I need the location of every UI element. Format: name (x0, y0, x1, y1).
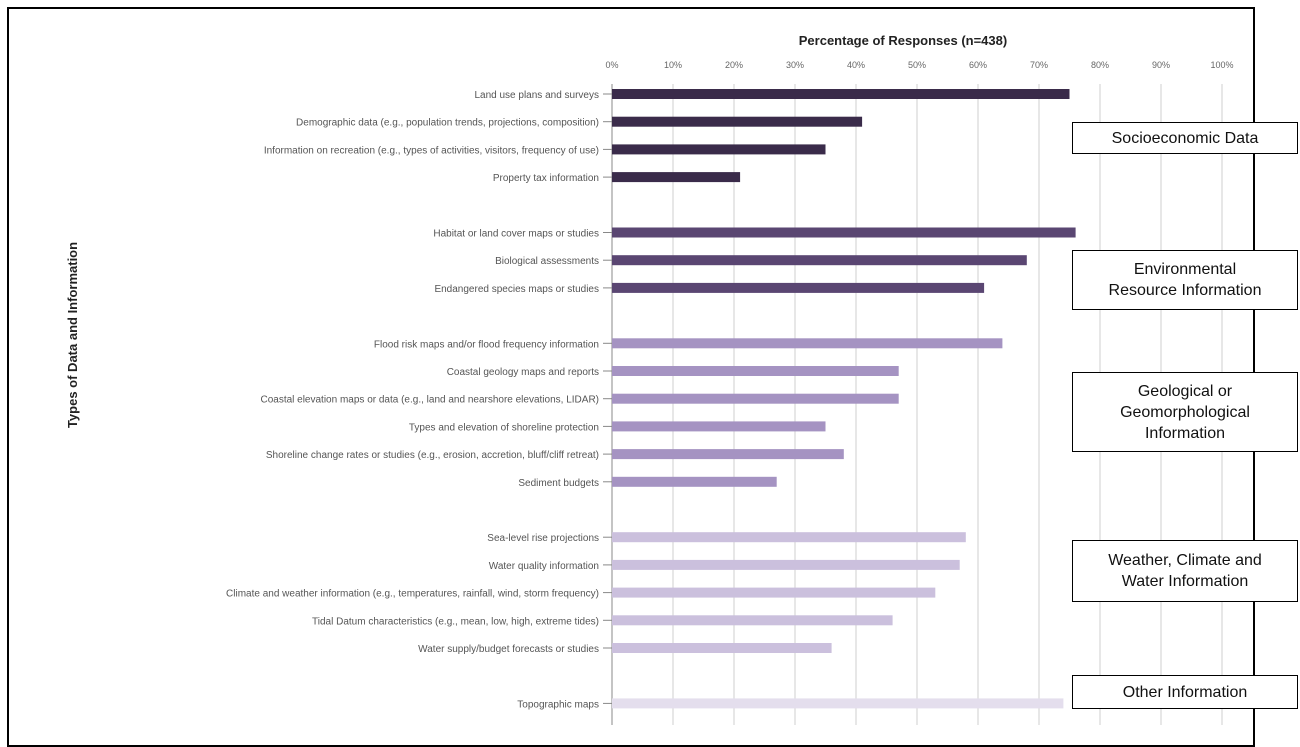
bar (612, 227, 1076, 238)
bar (612, 643, 832, 653)
bar-category-label: Land use plans and surveys (474, 90, 599, 101)
bar-category-label: Topographic maps (517, 699, 599, 710)
category-box: Environmental Resource Information (1072, 250, 1298, 310)
bar (612, 366, 899, 376)
bar-category-label: Water quality information (489, 561, 599, 572)
bar-category-label: Water supply/budget forecasts or studies (418, 644, 599, 655)
bar (612, 559, 960, 570)
bar-category-label: Shoreline change rates or studies (e.g.,… (266, 450, 599, 461)
x-tick-label: 30% (786, 60, 804, 70)
category-box: Geological or Geomorphological Information (1072, 372, 1298, 452)
bar (612, 698, 1064, 709)
bar (612, 89, 1070, 99)
bar (612, 338, 1003, 349)
category-box-line: Information (1144, 424, 1226, 442)
bar (612, 255, 1027, 266)
category-box-line: Environmental (1133, 261, 1237, 278)
bar (612, 393, 899, 404)
bar-chart: Percentage of Responses (n=438) 0% 10% 20% 3… (65, 33, 1234, 725)
category-box-line: Geomorphological (1120, 403, 1250, 421)
x-tick-label: 60% (969, 60, 987, 70)
bar (612, 144, 826, 155)
bar-category-label: Coastal geology maps and reports (447, 367, 599, 378)
category-box: Weather, Climate and Water Information (1072, 540, 1298, 602)
category-box: Socioeconomic Data (1072, 122, 1298, 154)
bar (612, 615, 893, 626)
category-box-line: Weather, Climate and (1108, 552, 1262, 569)
x-tick-label: 100% (1210, 60, 1233, 70)
bar-category-label: Endangered species maps or studies (434, 284, 599, 295)
category-box: Other Information (1072, 675, 1298, 709)
bar-category-label: Biological assessments (495, 256, 599, 267)
bar (612, 116, 863, 127)
bar (612, 532, 966, 543)
bar-category-label: Climate and weather information (e.g., t… (226, 589, 599, 600)
bar-category-label: Flood risk maps and/or flood frequency i… (374, 339, 599, 350)
x-tick-label: 0% (605, 60, 618, 70)
bar (612, 172, 741, 183)
x-tick-label: 80% (1091, 60, 1109, 70)
bar-category-label: Types and elevation of shoreline protect… (409, 422, 599, 433)
category-box-line: Other Information (1122, 683, 1248, 701)
x-tick-label: 40% (847, 60, 865, 70)
bar-category-label: Demographic data (e.g., population trend… (296, 118, 599, 129)
bar (612, 421, 826, 432)
x-tick-label: 20% (725, 60, 743, 70)
x-tick-label: 10% (664, 60, 682, 70)
category-box-line: Water Information (1121, 573, 1249, 590)
x-tick-label: 90% (1152, 60, 1170, 70)
category-box-line: Resource Information (1108, 282, 1262, 299)
category-box-line: Socioeconomic Data (1111, 129, 1259, 147)
bar-category-label: Coastal elevation maps or data (e.g., la… (260, 395, 599, 406)
bar (612, 587, 936, 598)
x-tick-label: 50% (908, 60, 926, 70)
chart-title: Percentage of Responses (n=438) (799, 33, 1007, 48)
bar (612, 449, 844, 460)
bar-category-label: Tidal Datum characteristics (e.g., mean,… (312, 616, 599, 627)
x-tick-label: 70% (1030, 60, 1048, 70)
bar-category-label: Sea-level rise projections (487, 533, 599, 544)
category-box-line: Geological or (1137, 382, 1233, 400)
y-axis-title: Types of Data and Information (65, 242, 80, 428)
bar-category-label: Property tax information (493, 173, 599, 184)
bar-category-label: Habitat or land cover maps or studies (433, 229, 599, 240)
bar (612, 476, 777, 487)
bar (612, 282, 985, 293)
bar-category-label: Sediment budgets (518, 478, 599, 489)
bar-category-label: Information on recreation (e.g., types o… (264, 145, 599, 156)
